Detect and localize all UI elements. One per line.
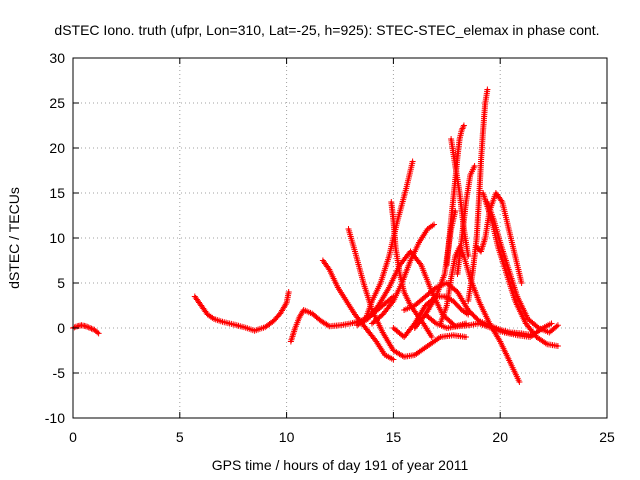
series-markers	[437, 244, 522, 385]
x-tick-label: 10	[279, 429, 295, 445]
series-0	[70, 322, 102, 336]
y-tick-label: 10	[49, 230, 65, 246]
x-tick-label: 20	[492, 429, 508, 445]
series-4	[346, 226, 470, 360]
y-tick-label: 20	[49, 140, 65, 156]
y-tick-label: 5	[57, 275, 65, 291]
series-markers	[192, 289, 292, 334]
chart-title: dSTEC Iono. truth (ufpr, Lon=310, Lat=-2…	[54, 22, 599, 38]
x-axis-label: GPS time / hours of day 191 of year 2011	[212, 457, 469, 473]
grid-lines	[73, 58, 607, 418]
x-tick-label: 25	[599, 429, 615, 445]
y-tick-label: 25	[49, 95, 65, 111]
y-axis-label: dSTEC / TECUs	[6, 187, 22, 289]
series-1	[192, 289, 292, 334]
y-tick-label: 0	[57, 320, 65, 336]
series-12	[437, 244, 522, 385]
x-tick-label: 15	[386, 429, 402, 445]
x-tick-label: 0	[69, 429, 77, 445]
series-layer	[70, 87, 561, 386]
tick-labels: 0 5 10 15 20 25 -10 -5 0 5 10 15 20 25 30	[45, 50, 615, 445]
y-tick-label: 15	[49, 185, 65, 201]
y-tick-label: -10	[45, 410, 65, 426]
x-tick-label: 5	[176, 429, 184, 445]
series-markers	[346, 226, 470, 360]
y-tick-label: 30	[49, 50, 65, 66]
y-tick-label: -5	[53, 365, 66, 381]
series-markers	[70, 322, 102, 336]
